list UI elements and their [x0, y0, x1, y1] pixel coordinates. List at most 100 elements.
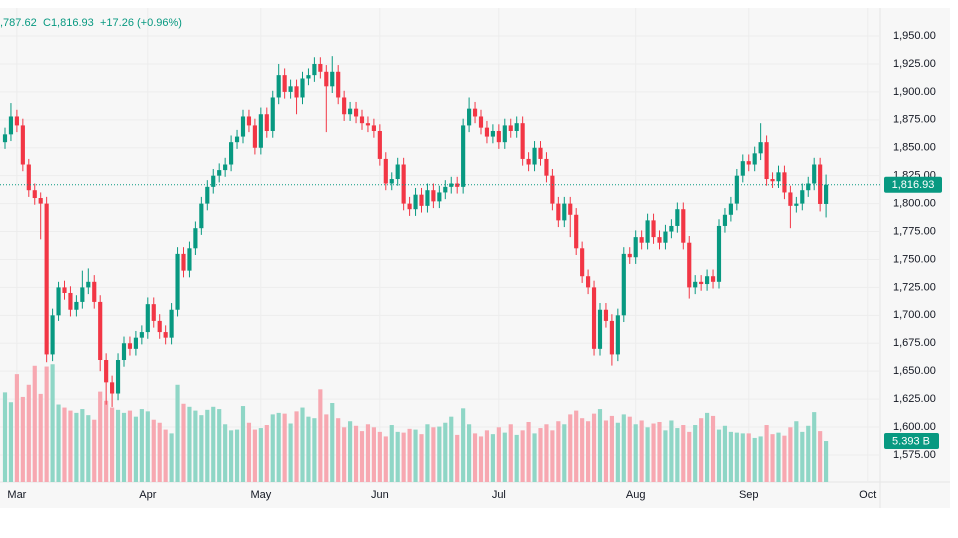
candle-body: [395, 164, 400, 180]
volume-bar: [788, 427, 793, 482]
volume-bar: [556, 421, 561, 482]
volume-bar: [455, 434, 460, 482]
volume-bar: [687, 431, 692, 482]
volume-bar: [282, 413, 287, 482]
volume-bar: [675, 428, 680, 482]
candle-body: [2, 134, 8, 143]
volume-bar: [740, 433, 745, 482]
candle-body: [419, 194, 424, 206]
candle-body: [502, 125, 507, 143]
volume-bar: [288, 423, 293, 482]
volume-bar: [353, 425, 359, 482]
volume-bar: [163, 429, 168, 482]
y-tick-label: 1,900.00: [893, 86, 936, 98]
candle-body: [383, 158, 388, 184]
candle-body: [461, 125, 466, 187]
candle-body: [449, 183, 454, 187]
candle-body: [270, 97, 275, 131]
candle-body: [681, 209, 686, 243]
volume-bar: [710, 415, 716, 482]
volume-bar: [431, 427, 436, 482]
volume-bar: [800, 431, 805, 482]
volume-bar: [693, 425, 698, 482]
volume-bar: [532, 433, 537, 482]
candle-body: [300, 78, 305, 98]
candle-body: [532, 147, 537, 165]
candle-body: [496, 130, 501, 143]
candle-body: [407, 203, 412, 210]
candle-body: [413, 194, 418, 210]
candle-body: [217, 170, 222, 176]
candle-body: [586, 276, 591, 288]
legend-close: C1,816.93: [43, 17, 94, 29]
volume-bar: [425, 424, 430, 482]
volume-bar: [484, 430, 490, 482]
candle-body: [794, 203, 799, 206]
candle-body: [401, 164, 406, 204]
axes: 1,575.00 1,600.00 1,625.00 1,650.00 1,675.00…: [0, 30, 942, 501]
volume-bar: [734, 432, 739, 482]
candle-body: [556, 203, 561, 221]
last-price-label: 1,816.93: [892, 179, 935, 191]
candle-body: [431, 190, 436, 202]
candle-body: [163, 332, 168, 338]
volume-bar: [240, 406, 246, 482]
volume-bar: [794, 421, 799, 482]
candle-body: [139, 332, 144, 338]
volume-bar: [657, 421, 662, 482]
volume-bar: [62, 407, 67, 482]
candle-body: [627, 253, 632, 258]
candle-body: [121, 343, 127, 361]
legend-low: ,787.62: [0, 17, 37, 29]
candle-body: [157, 320, 162, 333]
candle-body: [205, 186, 210, 204]
volume-bar: [467, 424, 472, 482]
volume-bar: [526, 421, 531, 482]
volume-bar: [110, 407, 115, 482]
volume-bar: [80, 409, 85, 482]
candle-body: [526, 158, 531, 165]
candle-body: [199, 203, 204, 229]
candle-body: [818, 164, 823, 204]
volume-bar: [276, 412, 281, 482]
volume-bar: [627, 416, 632, 482]
candle-body: [574, 214, 579, 249]
candle-body: [359, 116, 365, 124]
volume-bar: [169, 433, 174, 482]
volume-bar: [520, 430, 525, 482]
candle-body: [62, 287, 67, 293]
candle-body: [437, 192, 442, 202]
candle-body: [80, 287, 85, 302]
candle-body: [478, 116, 484, 128]
candle-body: [68, 292, 73, 310]
legend-change: +17.26 (+0.96%): [100, 17, 182, 29]
volume-bar: [764, 425, 769, 482]
volume-bar: [544, 424, 549, 482]
volume-bar: [258, 428, 263, 482]
candle-body: [443, 186, 448, 193]
volume-bar: [121, 412, 127, 482]
volume-bar: [681, 425, 686, 482]
volume-bar: [413, 429, 418, 482]
volume-bar: [609, 415, 614, 482]
candle-body: [455, 183, 460, 187]
candle-body: [740, 161, 745, 176]
candle-body: [520, 123, 525, 159]
volume-bar: [824, 441, 829, 482]
volume-bar: [782, 435, 787, 482]
volume-bar: [115, 409, 121, 482]
candle-body: [282, 75, 287, 92]
volume-bar: [669, 420, 674, 482]
volume-bar: [663, 430, 668, 482]
volume-bar: [312, 418, 317, 482]
candle-body: [669, 225, 674, 232]
volume-bar: [199, 415, 204, 482]
candle-body: [276, 75, 281, 98]
volume-bar: [514, 434, 519, 482]
volume-bar: [175, 384, 180, 482]
candle-body: [651, 220, 656, 238]
volume-bar: [324, 414, 329, 482]
candle-body: [812, 164, 817, 184]
candle-body: [633, 237, 638, 258]
candle-body: [8, 116, 14, 135]
